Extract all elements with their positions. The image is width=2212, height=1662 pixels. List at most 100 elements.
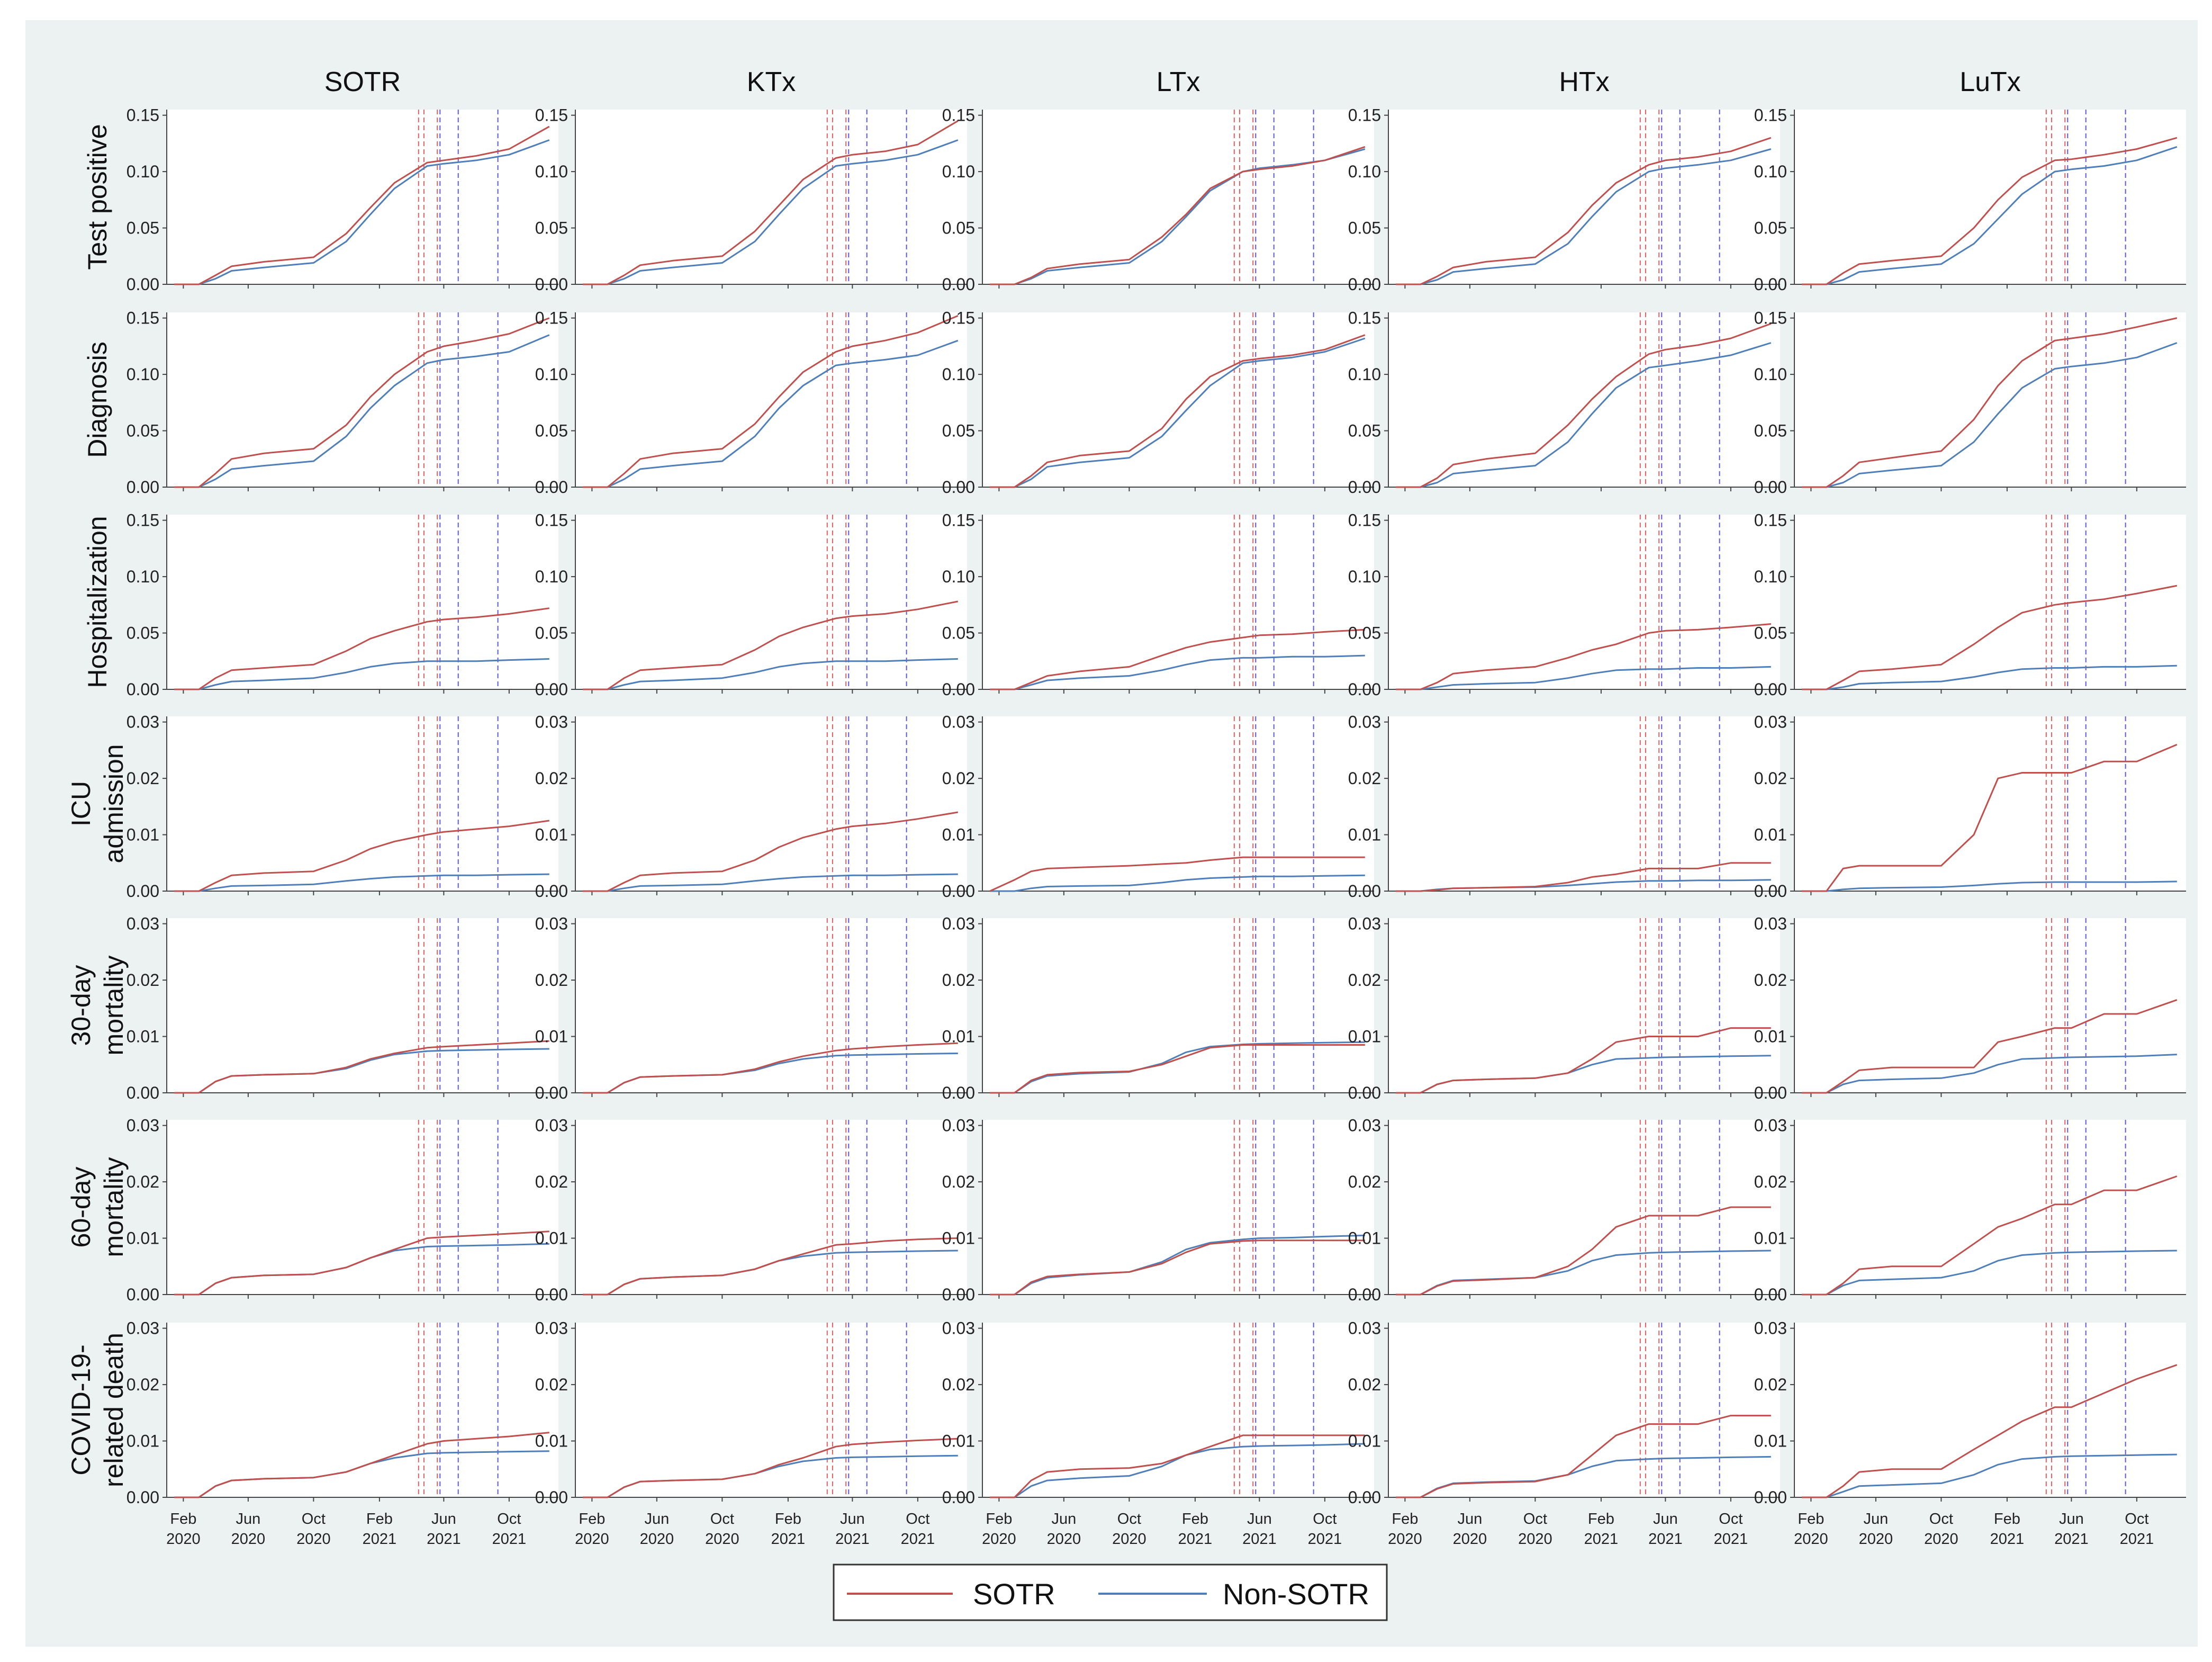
y-tick-label: 0.01 <box>1348 1432 1381 1451</box>
series-line-sotr <box>990 334 1366 488</box>
series-line-sotr <box>1802 317 2178 488</box>
series-line-non-sotr <box>1396 148 1772 285</box>
x-tick-label-year: 2021 <box>901 1531 935 1548</box>
y-tick-label: 0.00 <box>535 478 568 497</box>
y-tick-label: 0.05 <box>1754 624 1787 643</box>
y-tick-label: 0.10 <box>942 365 975 384</box>
y-tick-label: 0.00 <box>535 1083 568 1102</box>
x-tick-label-year: 2020 <box>705 1531 739 1548</box>
series-line-non-sotr <box>174 658 549 690</box>
plot-area <box>167 716 558 891</box>
series-line-non-sotr <box>583 658 958 690</box>
y-tick-label: 0.01 <box>1348 1229 1381 1248</box>
legend-label-non-sotr: Non-SOTR <box>1223 1577 1369 1611</box>
y-tick-label: 0.02 <box>1348 1172 1381 1191</box>
x-tick-label-year: 2021 <box>1990 1531 2025 1548</box>
y-tick-label: 0.02 <box>1754 1375 1787 1394</box>
y-tick-label: 0.02 <box>1754 769 1787 788</box>
x-tick-label-year: 2020 <box>1388 1531 1422 1548</box>
x-tick-label-month: Jun <box>1863 1511 1888 1528</box>
panel-30-day-mortality-sotr: 0.00 0.01 0.02 0.03 <box>127 914 558 1102</box>
x-tick-label-year: 2021 <box>1178 1531 1213 1548</box>
y-tick-label: 0.15 <box>1754 309 1787 328</box>
series-line-sotr <box>174 820 550 892</box>
series-line-sotr <box>990 1044 1365 1094</box>
series-line-non-sotr <box>1802 342 2178 488</box>
y-tick-label: 0.10 <box>942 567 975 586</box>
y-tick-label: 0.03 <box>535 1116 568 1135</box>
panel-icu-admission-sotr: 0.00 0.01 0.02 0.03 <box>127 713 558 901</box>
column-headers: SOTR KTx LTx HTx LuTx <box>324 67 2021 97</box>
series-line-sotr <box>174 607 550 690</box>
panel-60-day-mortality-ltx: 0.00 0.01 0.02 0.03 <box>942 1116 1374 1304</box>
y-tick-label: 0.02 <box>127 1172 159 1191</box>
y-tick-label: 0.01 <box>1348 1027 1381 1046</box>
y-tick-label: 0.10 <box>1348 567 1381 586</box>
y-tick-label: 0.02 <box>127 971 159 990</box>
x-tick-label-month: Feb <box>579 1511 605 1528</box>
panel-hospitalization-ktx: 0.00 0.05 0.10 0.15 <box>535 511 967 699</box>
x-tick-label-month: Jun <box>2059 1511 2084 1528</box>
x-tick-label-month: Oct <box>1313 1511 1337 1528</box>
y-tick-label: 0.03 <box>1348 914 1381 933</box>
y-tick-label: 0.02 <box>1754 971 1787 990</box>
y-tick-label: 0.05 <box>127 219 159 238</box>
y-tick-label: 0.05 <box>1348 219 1381 238</box>
panel-test-positive-ktx: 0.00 0.05 0.10 0.15 <box>535 106 967 294</box>
y-tick-label: 0.01 <box>942 825 975 845</box>
y-tick-label: 0.15 <box>1348 106 1381 125</box>
series-line-sotr <box>1802 1175 2178 1296</box>
panel-30-day-mortality-ktx: 0.00 0.01 0.02 0.03 <box>535 914 967 1102</box>
row-labels: Test positive Diagnosis Hospitalization ICU… <box>66 124 129 1487</box>
series-line-sotr <box>1802 1364 2178 1498</box>
panel-30-day-mortality-htx: 0.00 0.01 0.02 0.03 <box>1348 914 1780 1102</box>
legend-label-sotr: SOTR <box>973 1577 1055 1611</box>
y-tick-label: 0.00 <box>1348 1488 1381 1507</box>
panel-60-day-mortality-lutx: 0.00 0.01 0.02 0.03 <box>1754 1116 2186 1304</box>
panel-grid: 0.00 0.05 0.10 0.15 0.00 0.05 0.10 0.15 0.00 0.05… <box>127 106 2186 1507</box>
x-tick-label-year: 2021 <box>427 1531 461 1548</box>
y-tick-label: 0.15 <box>127 309 159 328</box>
y-tick-label: 0.03 <box>127 713 159 732</box>
x-tick-label-year: 2020 <box>166 1531 201 1548</box>
y-tick-label: 0.00 <box>127 882 159 901</box>
plot-area <box>575 1120 967 1295</box>
x-tick-label-month: Oct <box>497 1511 521 1528</box>
y-tick-label: 0.00 <box>1754 882 1787 901</box>
y-tick-label: 0.05 <box>1348 421 1381 441</box>
series-line-sotr <box>990 1434 1365 1498</box>
x-tick-label-year: 2021 <box>835 1531 870 1548</box>
y-tick-label: 0.15 <box>127 106 159 125</box>
x-tick-label-month: Oct <box>1719 1511 1742 1528</box>
x-tick-label-year: 2020 <box>982 1531 1016 1548</box>
series-line-sotr <box>174 1040 549 1094</box>
y-tick-label: 0.02 <box>942 769 975 788</box>
y-tick-label: 0.10 <box>535 365 568 384</box>
x-tick-label-year: 2020 <box>1794 1531 1828 1548</box>
y-tick-label: 0.00 <box>942 680 975 699</box>
y-tick-label: 0.15 <box>1754 511 1787 530</box>
y-tick-label: 0.10 <box>1754 567 1787 586</box>
series-line-non-sotr <box>1802 1453 2177 1498</box>
y-tick-label: 0.00 <box>1348 680 1381 699</box>
series-line-sotr <box>1396 137 1772 285</box>
x-tick-label-month: Feb <box>775 1511 801 1528</box>
plot-area <box>167 1323 558 1497</box>
series-line-sotr <box>174 317 550 488</box>
y-tick-label: 0.03 <box>942 1116 975 1135</box>
panel-covid-19-related-death-lutx: 0.00 0.01 0.02 0.03 <box>1754 1319 2186 1507</box>
series-line-sotr <box>583 315 959 488</box>
y-tick-label: 0.03 <box>535 914 568 933</box>
x-tick-label-year: 2021 <box>1308 1531 1342 1548</box>
series-line-non-sotr <box>990 1443 1365 1498</box>
x-tick-label-year: 2021 <box>1242 1531 1277 1548</box>
row-label-related-death: related death <box>99 1333 129 1487</box>
legend-box <box>833 1564 1388 1621</box>
y-tick-label: 0.15 <box>1348 511 1381 530</box>
series-line-non-sotr <box>990 874 1365 892</box>
plot-area <box>575 716 967 891</box>
x-tick-label-month: Feb <box>1798 1511 1824 1528</box>
series-line-sotr <box>1396 623 1771 690</box>
series-line-sotr <box>990 628 1365 690</box>
y-tick-label: 0.00 <box>127 680 159 699</box>
